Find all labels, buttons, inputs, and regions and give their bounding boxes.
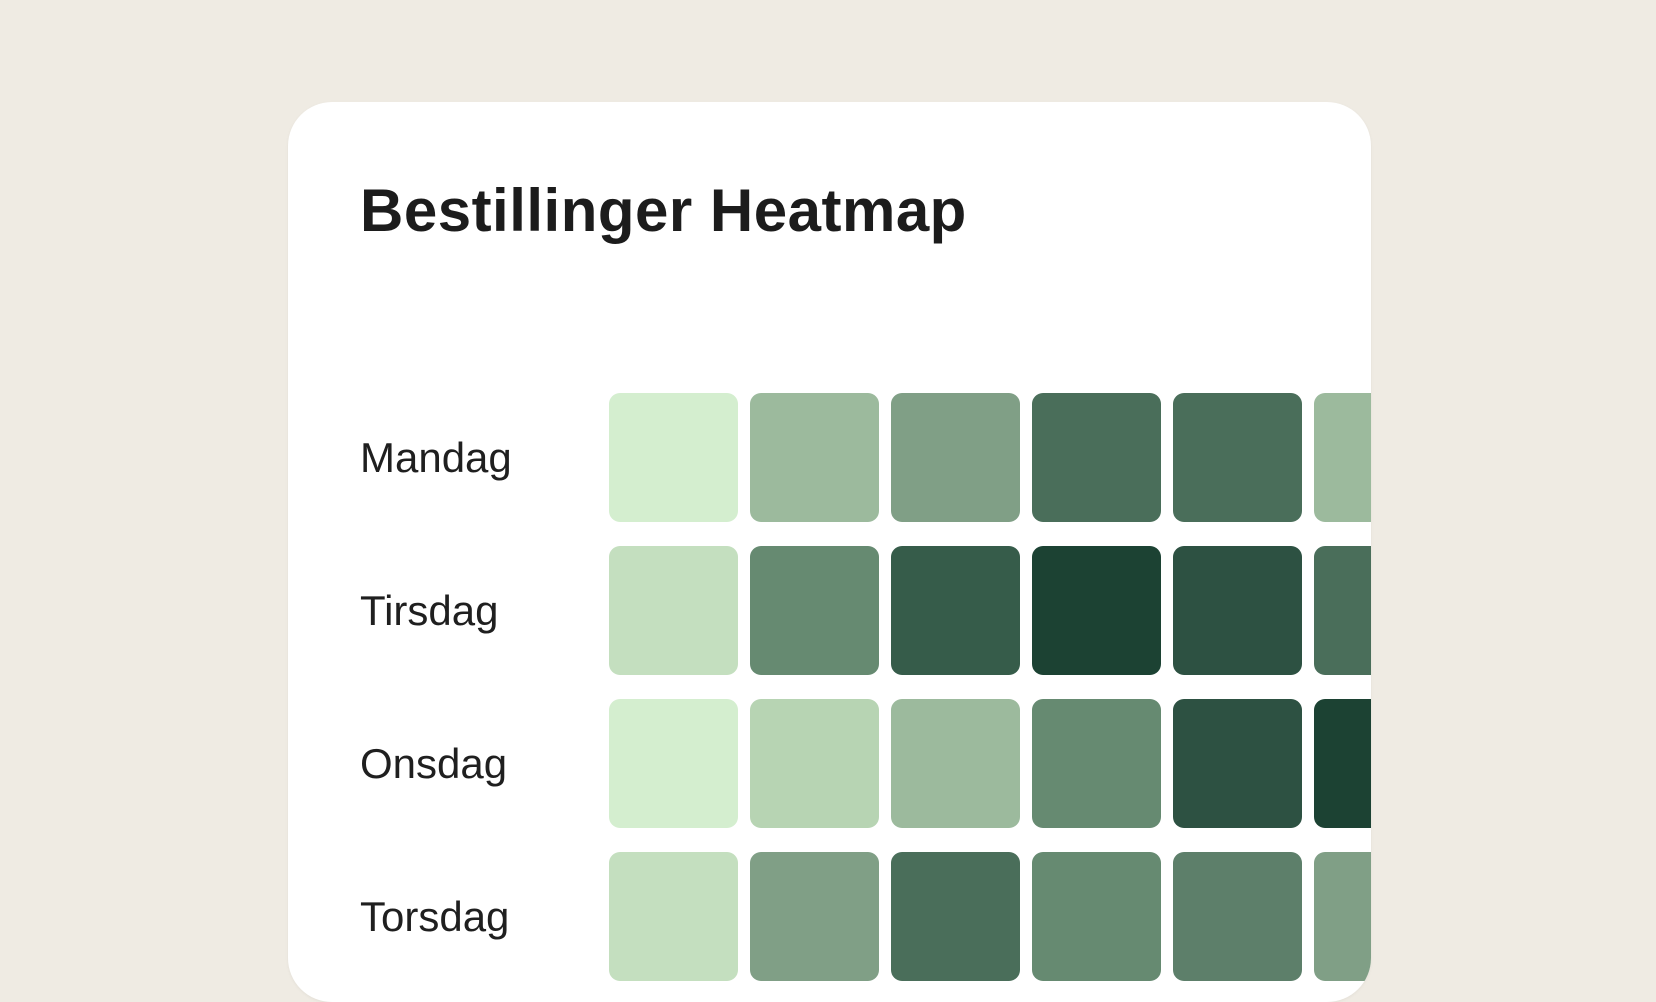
y-tick-label-mandag: Mandag: [360, 434, 512, 481]
chart-title: Bestillinger Heatmap: [360, 177, 967, 244]
heatmap-cell-mandag-col5: [1314, 393, 1371, 522]
heatmap-cell-mandag-09: [750, 393, 879, 522]
heatmap-cell-mandag-11: [1032, 393, 1161, 522]
heatmap-cell-onsdag-09: [750, 699, 879, 828]
heatmap-cell-onsdag-12: [1173, 699, 1302, 828]
heatmap-cell-torsdag-12: [1173, 852, 1302, 981]
y-tick-label-tirsdag: Tirsdag: [360, 587, 499, 634]
heatmap-cell-tirsdag-09: [750, 546, 879, 675]
chart-card: Bestillinger Heatmap 0809101112 MandagTi…: [288, 102, 1371, 1002]
heatmap-cell-torsdag-col5: [1314, 852, 1371, 981]
heatmap-cell-tirsdag-12: [1173, 546, 1302, 675]
heatmap-cell-torsdag-10: [891, 852, 1020, 981]
heatmap-cell-torsdag-08: [609, 852, 738, 981]
heatmap-cell-tirsdag-08: [609, 546, 738, 675]
heatmap-cell-onsdag-11: [1032, 699, 1161, 828]
heatmap-cell-torsdag-09: [750, 852, 879, 981]
heatmap-cell-mandag-08: [609, 393, 738, 522]
heatmap-cell-onsdag-col5: [1314, 699, 1371, 828]
heatmap-cell-tirsdag-11: [1032, 546, 1161, 675]
heatmap-cell-torsdag-11: [1032, 852, 1161, 981]
y-tick-label-onsdag: Onsdag: [360, 740, 507, 787]
heatmap-cell-mandag-10: [891, 393, 1020, 522]
heatmap-cells: [609, 393, 1371, 981]
heatmap-cell-mandag-12: [1173, 393, 1302, 522]
heatmap-cell-tirsdag-col5: [1314, 546, 1371, 675]
heatmap-cell-onsdag-08: [609, 699, 738, 828]
heatmap-cell-tirsdag-10: [891, 546, 1020, 675]
heatmap-cell-onsdag-10: [891, 699, 1020, 828]
y-axis-labels: Mandag Tirsdag Onsdag Torsdag: [360, 434, 512, 940]
y-tick-label-torsdag: Torsdag: [360, 893, 509, 940]
